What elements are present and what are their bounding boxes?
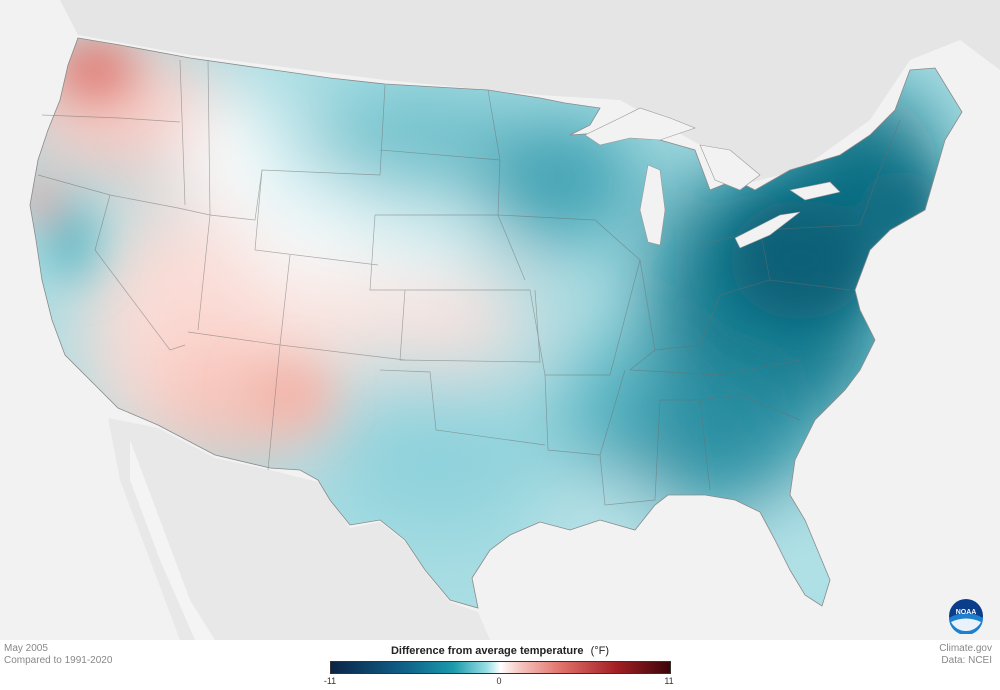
legend-title: Difference from average temperature (°F) [0, 645, 1000, 657]
legend-title-text: Difference from average temperature [390, 645, 584, 657]
great-lakes [584, 107, 841, 249]
neighbor-land [0, 0, 1000, 185]
legend-tick-min: -11 [323, 676, 337, 686]
baseline-label: Compared to 1991-2020 [4, 655, 113, 666]
svg-text:NOAA: NOAA [956, 609, 977, 616]
map-canvas [0, 0, 1000, 609]
state-boundaries [37, 59, 901, 506]
credit-data: Data: NCEI [941, 655, 992, 666]
noaa-logo: NOAA [948, 598, 984, 634]
legend-unit: (°F) [590, 645, 610, 657]
legend-tick-max: 11 [664, 676, 674, 686]
footer: May 2005 Compared to 1991-2020 Differenc… [0, 640, 1000, 690]
legend-tick-zero: 0 [496, 676, 502, 686]
period-label: May 2005 [4, 643, 48, 654]
anomaly-map: NOAA [0, 0, 1000, 640]
legend-color-bar [330, 661, 671, 674]
credit-site: Climate.gov [939, 643, 992, 654]
